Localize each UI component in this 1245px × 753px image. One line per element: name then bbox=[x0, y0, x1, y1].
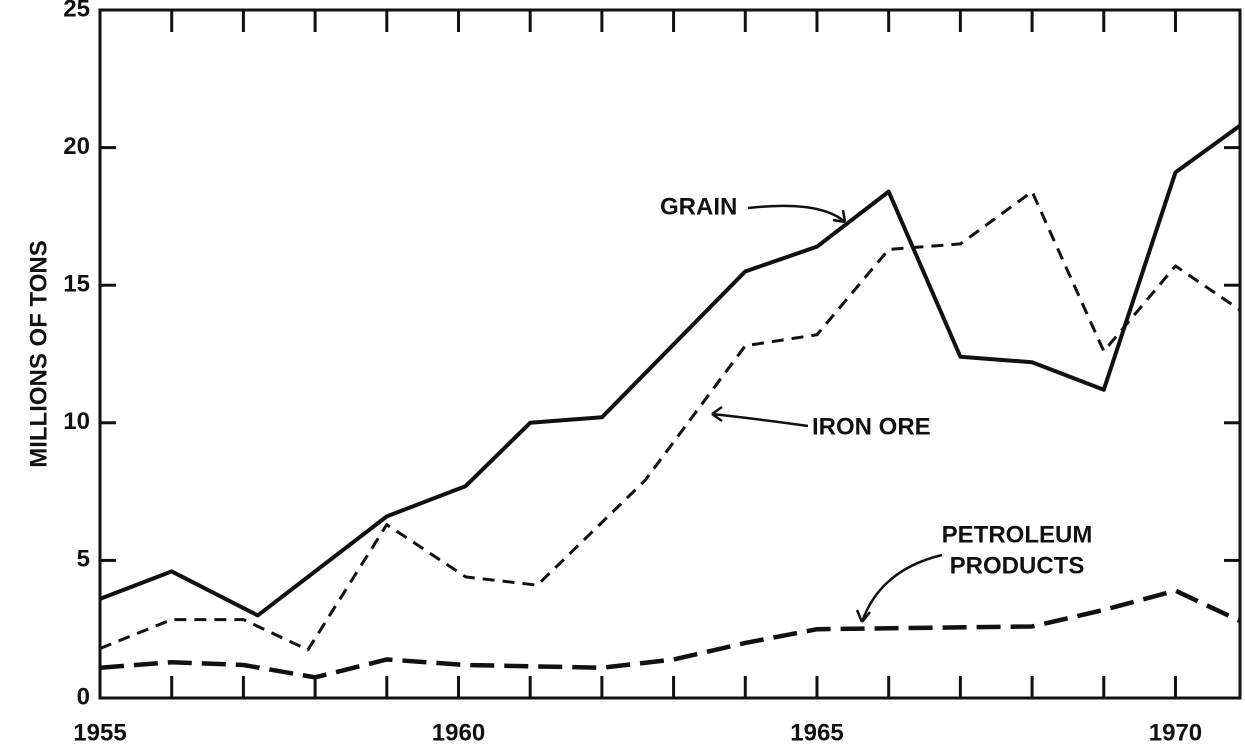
series-line bbox=[99, 588, 1241, 680]
series-line bbox=[99, 123, 1242, 618]
annotation: IRON ORE bbox=[812, 413, 931, 440]
annotation: PRODUCTS bbox=[950, 552, 1085, 579]
y-tick-label: 15 bbox=[63, 271, 90, 298]
arrow-head bbox=[711, 405, 723, 423]
y-tick-label: 5 bbox=[77, 546, 90, 573]
y-tick-label: 10 bbox=[63, 408, 90, 435]
series-line bbox=[99, 190, 1241, 652]
y-tick-label: 20 bbox=[63, 133, 90, 160]
x-tick-label: 1970 bbox=[1149, 719, 1202, 746]
x-tick-label: 1955 bbox=[73, 719, 126, 746]
x-tick-label: 1960 bbox=[432, 719, 485, 746]
y-tick-label: 0 bbox=[77, 683, 90, 710]
annotation-arrow bbox=[747, 204, 846, 223]
annotation-arrow bbox=[711, 412, 809, 428]
x-tick-label: 1965 bbox=[790, 719, 843, 746]
annotation-arrow bbox=[860, 553, 943, 623]
arrow-head bbox=[855, 609, 871, 623]
arrow-head bbox=[832, 209, 847, 224]
plot-frame bbox=[98, 8, 1242, 700]
annotation: GRAIN bbox=[660, 193, 737, 220]
y-axis-label: MILLIONS OF TONS bbox=[25, 240, 52, 468]
annotation: PETROLEUM bbox=[942, 521, 1093, 548]
y-tick-label: 25 bbox=[63, 0, 90, 22]
